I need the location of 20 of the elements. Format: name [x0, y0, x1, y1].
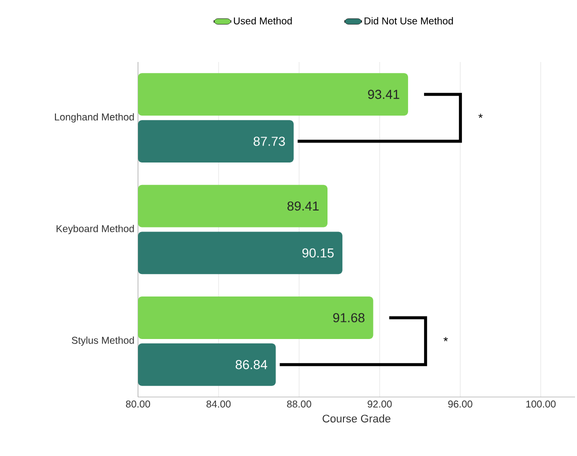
x-tick-label: 88.00	[287, 400, 312, 408]
y-tick-label: Longhand Method	[54, 113, 134, 122]
data-label: 86.84	[236, 360, 268, 370]
x-tick-label: 80.00	[126, 400, 150, 408]
x-tick-label: 96.00	[448, 400, 472, 408]
legend-label: Used Method	[234, 17, 292, 24]
x-tick-label: 92.00	[368, 400, 392, 408]
data-label: 87.73	[254, 136, 285, 146]
x-axis-title: Course Grade	[322, 414, 390, 422]
data-label: 93.41	[368, 90, 400, 99]
y-tick-label: Stylus Method	[72, 336, 134, 346]
data-label: 91.68	[333, 313, 364, 322]
x-tick-label: 84.00	[206, 400, 231, 408]
data-label: 89.41	[287, 201, 319, 211]
data-label: 90.15	[302, 248, 334, 258]
y-tick-label: Keyboard Method	[56, 224, 134, 234]
annotation: *	[444, 337, 448, 342]
x-tick-label: 100.00	[526, 400, 556, 408]
legend-label: Did Not Use Method	[364, 17, 453, 24]
annotation: *	[478, 114, 483, 118]
